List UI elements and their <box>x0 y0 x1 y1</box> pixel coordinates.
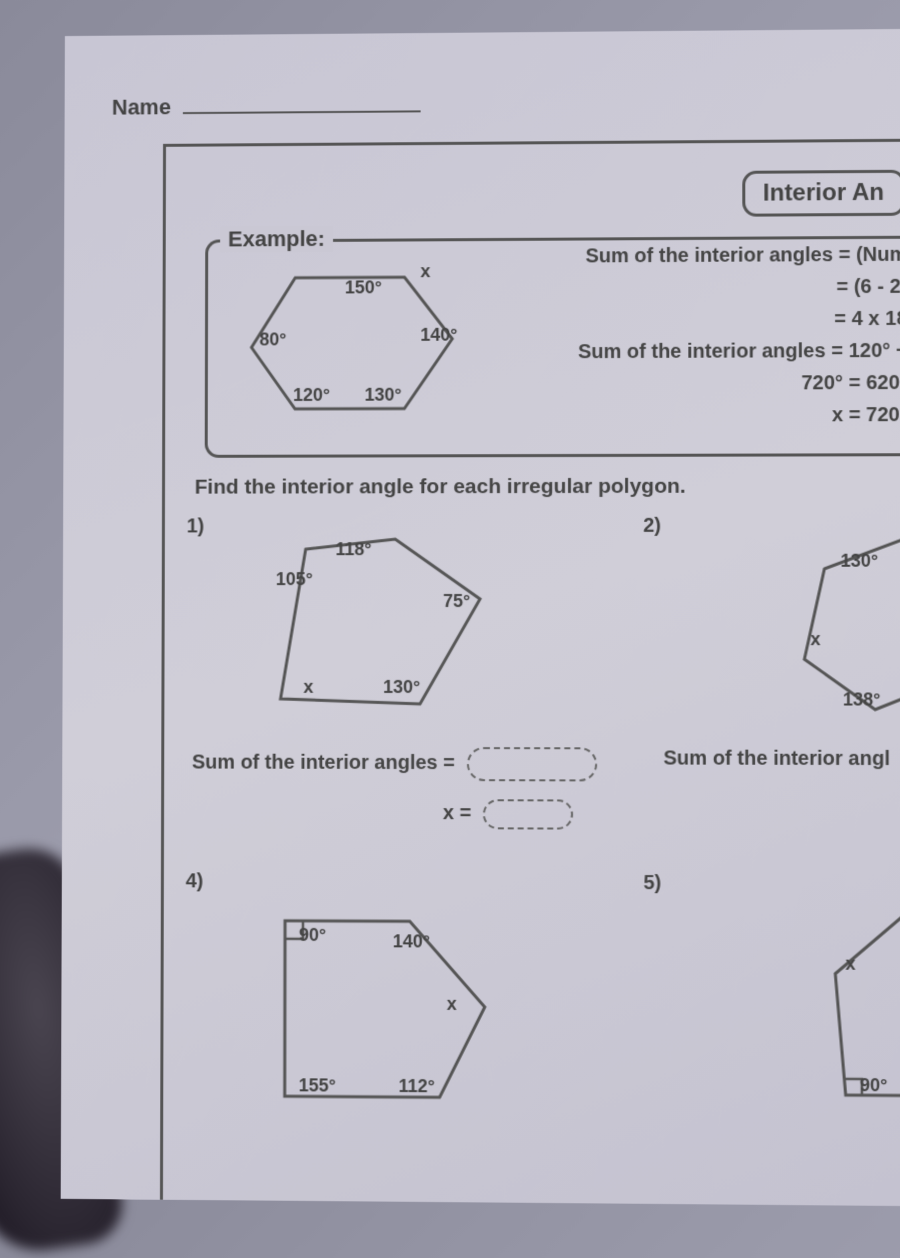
angle-top: 150° <box>345 277 382 298</box>
angle-br: 130° <box>365 385 402 406</box>
p1-sum-blank[interactable] <box>466 747 596 781</box>
angle-right: 140° <box>420 325 457 346</box>
name-blank-line[interactable] <box>183 110 421 114</box>
angle-bl: 120° <box>293 385 330 406</box>
p1-angle-br: 130° <box>383 677 420 698</box>
p1-angle-r: 75° <box>443 591 470 612</box>
p4-angle-tl: 90° <box>299 925 326 946</box>
problem-1: 1) 118° 105° 75° 130° x <box>186 515 585 836</box>
problem-1-polygon: 118° 105° 75° 130° x <box>246 529 495 725</box>
eq-line-6: x = 720° <box>496 399 900 432</box>
p1-sum-row: Sum of the interior angles = <box>192 747 597 782</box>
p2-sum-label: Sum of the interior angl <box>663 747 890 770</box>
problem-5-polygon: x 90° <box>795 893 900 1122</box>
name-row: Name <box>112 93 421 121</box>
p4-angle-tr: 140° <box>393 931 430 952</box>
eq-line-3: = 4 x 18 <box>496 303 900 337</box>
problem-4: 4) 90° 140° x 112° 155° <box>185 870 585 1194</box>
p2-angle-b: 138° <box>843 689 881 710</box>
worksheet-frame: Interior An Example: 150° x 140° 80° 120… <box>160 139 900 1206</box>
worksheet-page: Name Interior An Example: 150° x 140° 80… <box>61 29 900 1206</box>
page-title: Interior An <box>742 170 900 217</box>
p1-x-label: x = <box>443 802 471 824</box>
problem-5-number: 5) <box>643 872 661 895</box>
eq-line-1: Sum of the interior angles = (Num <box>496 239 900 273</box>
angle-corner: x <box>420 261 430 282</box>
p2-sum-row: Sum of the interior angl <box>663 747 890 771</box>
problem-2-polygon: 130° x 138° 1 <box>764 529 900 726</box>
problem-4-number: 4) <box>186 870 204 893</box>
instruction-text: Find the interior angle for each irregul… <box>195 475 686 500</box>
p1-sum-label: Sum of the interior angles = <box>192 752 455 775</box>
p1-angle-tl: 118° <box>335 539 371 560</box>
p4-angle-bl: 155° <box>299 1075 336 1096</box>
problem-4-polygon: 90° 140° x 112° 155° <box>255 891 505 1119</box>
p4-angle-br: 112° <box>399 1076 435 1097</box>
example-hexagon: 150° x 140° 80° 120° 130° <box>235 259 464 429</box>
example-label: Example: <box>220 226 333 252</box>
example-equations: Sum of the interior angles = (Num = (6 -… <box>496 239 900 432</box>
problem-2: 2) 130° x 138° 1 <box>643 514 900 836</box>
eq-line-5: 720° = 620° <box>496 367 900 400</box>
p1-x-blank[interactable] <box>483 799 573 829</box>
problem-5: 5) x 90° <box>643 872 900 1197</box>
p1-angle-l: 105° <box>276 569 313 590</box>
p2-angle-t: 130° <box>841 551 879 572</box>
example-box: Example: 150° x 140° 80° 120° 130° Sum o… <box>205 236 900 458</box>
problem-1-number: 1) <box>187 515 205 538</box>
p4-angle-r: x <box>447 994 457 1015</box>
p1-x-row: x = <box>443 799 573 829</box>
name-label: Name <box>112 94 171 119</box>
eq-line-2: = (6 - 2) <box>496 271 900 305</box>
p2-angle-r: x <box>810 629 820 650</box>
eq-line-4: Sum of the interior angles = 120° + <box>496 335 900 369</box>
problem-2-number: 2) <box>643 515 661 538</box>
p1-angle-bl: x <box>303 677 313 698</box>
p5-angle-b: 90° <box>860 1075 888 1096</box>
p5-angle-t: x <box>845 954 855 975</box>
angle-left: 80° <box>259 329 286 350</box>
